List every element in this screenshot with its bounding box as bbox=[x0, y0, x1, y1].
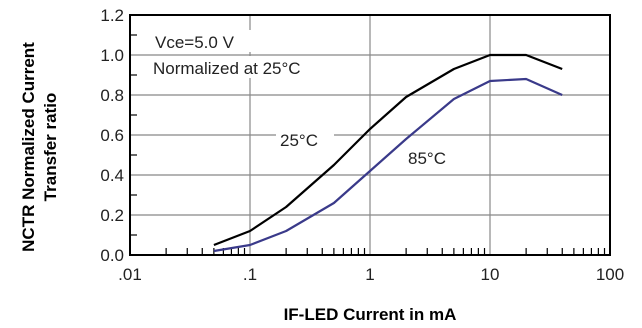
series-line-25c bbox=[213, 53, 563, 247]
x-tick-label: 1 bbox=[365, 265, 374, 284]
y-axis-title-line2: Transfer ratio bbox=[41, 93, 60, 202]
series-lines bbox=[213, 53, 563, 253]
y-tick-label: 0.2 bbox=[100, 206, 124, 225]
y-tick-label: 1.0 bbox=[100, 46, 124, 65]
y-tick-label: 1.2 bbox=[100, 6, 124, 25]
y-tick-label: 0.8 bbox=[100, 86, 124, 105]
series-label-85c-bg bbox=[404, 146, 464, 168]
plot-frame bbox=[129, 14, 611, 256]
grid-lines bbox=[130, 15, 610, 255]
conditions-note: Vce=5.0 V bbox=[155, 33, 235, 52]
y-axis-title-line1: NCTR Normalized Current bbox=[19, 42, 38, 252]
y-tick-label: 0.4 bbox=[100, 166, 124, 185]
series-label-85c: 85°C bbox=[408, 149, 446, 168]
x-tick-label: .1 bbox=[243, 265, 257, 284]
x-tick-label: 100 bbox=[596, 265, 624, 284]
conditions-bg bbox=[150, 30, 272, 52]
normalized-note: Normalized at 25°C bbox=[153, 59, 301, 78]
x-tick-label: .01 bbox=[118, 265, 142, 284]
y-tick-label: 0.6 bbox=[100, 126, 124, 145]
x-tick-label: 10 bbox=[481, 265, 500, 284]
series-label-25c: 25°C bbox=[280, 131, 318, 150]
series-label-25c-bg bbox=[276, 128, 334, 150]
x-axis-title: IF-LED Current in mA bbox=[284, 305, 457, 324]
series-line-85c bbox=[213, 77, 563, 253]
tick-labels: 0.0 0.2 0.4 0.6 0.8 1.0 1.2 .01 .1 1 10 100 bbox=[100, 6, 624, 284]
normalized-bg bbox=[150, 56, 366, 78]
y-tick-label: 0.0 bbox=[100, 246, 124, 265]
